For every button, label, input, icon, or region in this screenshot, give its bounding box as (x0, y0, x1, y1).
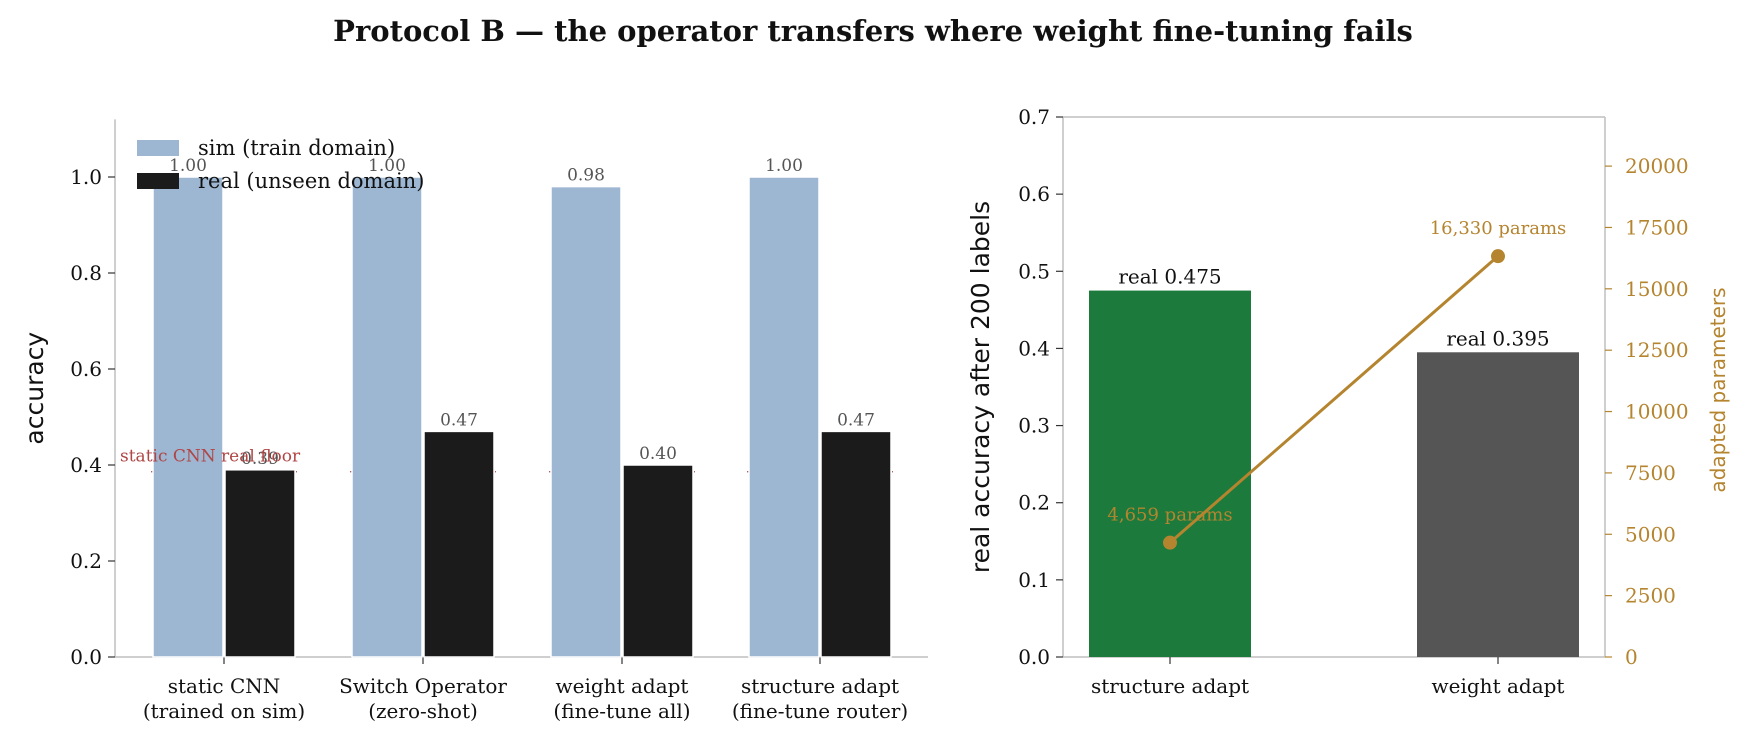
left-category-label: weight adapt (556, 674, 689, 698)
sim-bar-value-label: 0.98 (567, 166, 605, 186)
right-y-tick-label: 0.2 (1018, 491, 1050, 515)
weight-adapt-bar (1417, 352, 1579, 657)
secondary-y-tick-label: 0 (1625, 645, 1638, 669)
left-y-tick-label: 0.2 (70, 549, 102, 573)
figure-title: Protocol B — the operator transfers wher… (333, 14, 1413, 48)
sim-bar (152, 176, 224, 658)
params-point-label: 16,330 params (1430, 218, 1567, 239)
left-category-label: Switch Operator (339, 674, 507, 698)
left-category-sublabel: (trained on sim) (143, 699, 305, 723)
right-y-tick-label: 0.4 (1018, 336, 1050, 360)
left-y-tick-label: 0.4 (70, 453, 102, 477)
sim-bar-value-label: 1.00 (169, 156, 207, 176)
legend-swatch-real (137, 173, 179, 189)
legend-swatch-sim (137, 140, 179, 156)
reference-floor-label: static CNN real floor (120, 447, 301, 467)
right-y-tick-label: 0.5 (1018, 259, 1050, 283)
left-y-tick-label: 0.6 (70, 357, 102, 381)
params-point-label: 4,659 params (1107, 505, 1232, 526)
secondary-y-tick-label: 12500 (1625, 338, 1689, 362)
secondary-y-tick-label: 7500 (1625, 461, 1676, 485)
left-category-sublabel: (zero-shot) (368, 699, 478, 723)
secondary-y-tick-label: 15000 (1625, 277, 1689, 301)
real-bar-value-label: 0.47 (440, 410, 478, 430)
real-bar-value-label: 0.47 (837, 410, 875, 430)
params-point (1491, 249, 1505, 264)
right-bar-value-label: real 0.475 (1118, 265, 1221, 289)
params-line (1169, 255, 1499, 544)
left-y-tick-label: 0.0 (70, 645, 102, 669)
left-category-sublabel: (fine-tune all) (553, 699, 690, 723)
left-y-tick-label: 0.8 (70, 261, 102, 285)
structure-adapt-bar (1089, 290, 1251, 657)
left-y-axis-label: accuracy (20, 332, 49, 445)
real-bar-value-label: 0.39 (241, 449, 279, 469)
right-y-tick-label: 0.6 (1018, 182, 1050, 206)
real-bar (622, 464, 694, 658)
left-category-sublabel: (fine-tune router) (732, 699, 908, 723)
secondary-y-tick-label: 2500 (1625, 584, 1676, 608)
right-y-tick-label: 0.7 (1018, 105, 1050, 129)
right-category-label: weight adapt (1432, 674, 1565, 698)
right-category-label: structure adapt (1091, 674, 1249, 698)
sim-bar-value-label: 1.00 (765, 156, 803, 176)
right-y-tick-label: 0.0 (1018, 645, 1050, 669)
secondary-y-axis-label: adapted parameters (1706, 287, 1730, 492)
right-y-tick-label: 0.3 (1018, 414, 1050, 438)
legend-label-sim: sim (train domain) (198, 136, 395, 160)
sim-bar (351, 176, 423, 658)
sim-bar (550, 185, 622, 658)
real-bar-value-label: 0.40 (639, 444, 677, 464)
legend-label-real: real (unseen domain) (198, 169, 424, 193)
secondary-y-tick-label: 5000 (1625, 522, 1676, 546)
left-y-tick-label: 1.0 (70, 165, 102, 189)
secondary-y-tick-label: 20000 (1625, 154, 1689, 178)
params-point (1163, 535, 1177, 550)
right-bar-value-label: real 0.395 (1446, 326, 1549, 350)
real-bar (224, 469, 296, 658)
secondary-y-tick-label: 17500 (1625, 215, 1689, 239)
right-y-tick-label: 0.1 (1018, 568, 1050, 592)
real-bar (423, 430, 495, 658)
left-category-label: static CNN (168, 674, 281, 698)
real-bar (820, 430, 892, 658)
right-y-axis-label: real accuracy after 200 labels (966, 201, 995, 573)
left-category-label: structure adapt (741, 674, 899, 698)
sim-bar-value-label: 1.00 (368, 156, 406, 176)
secondary-y-tick-label: 10000 (1625, 400, 1689, 424)
sim-bar (748, 176, 820, 658)
